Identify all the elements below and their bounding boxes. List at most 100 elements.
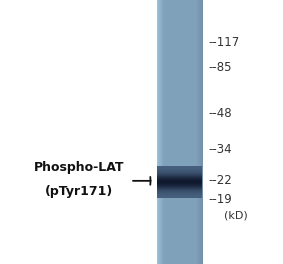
- Bar: [185, 0, 186, 264]
- Bar: [173, 0, 175, 264]
- Bar: [162, 0, 163, 264]
- Bar: [183, 0, 184, 264]
- Bar: [157, 167, 202, 168]
- Bar: [157, 170, 202, 171]
- Bar: [157, 193, 202, 194]
- Bar: [157, 190, 202, 191]
- Bar: [166, 0, 168, 264]
- Text: --22: --22: [208, 174, 232, 187]
- Bar: [165, 0, 167, 264]
- Text: Phospho-LAT: Phospho-LAT: [34, 161, 125, 174]
- Bar: [157, 177, 202, 178]
- Bar: [157, 171, 202, 172]
- Bar: [157, 182, 202, 183]
- Bar: [193, 0, 195, 264]
- Bar: [175, 0, 177, 264]
- Bar: [198, 0, 200, 264]
- Bar: [171, 0, 173, 264]
- Bar: [186, 0, 188, 264]
- Bar: [157, 193, 202, 194]
- Bar: [157, 183, 202, 184]
- Text: --85: --85: [208, 61, 231, 74]
- Bar: [157, 172, 202, 173]
- Bar: [157, 172, 202, 173]
- Bar: [191, 0, 193, 264]
- Bar: [157, 169, 202, 170]
- Bar: [199, 0, 200, 264]
- Bar: [157, 167, 202, 168]
- Bar: [196, 0, 198, 264]
- Bar: [157, 168, 202, 169]
- Bar: [201, 0, 202, 264]
- Bar: [157, 192, 202, 193]
- Bar: [157, 0, 159, 264]
- Bar: [177, 0, 179, 264]
- Bar: [174, 0, 176, 264]
- Bar: [183, 0, 185, 264]
- Bar: [157, 186, 202, 187]
- Bar: [157, 172, 202, 173]
- Bar: [157, 174, 202, 175]
- Bar: [157, 194, 202, 195]
- Bar: [157, 175, 202, 176]
- Bar: [157, 173, 202, 174]
- Bar: [157, 178, 202, 179]
- Bar: [157, 180, 202, 181]
- Bar: [189, 0, 190, 264]
- Bar: [157, 174, 202, 175]
- Bar: [162, 0, 164, 264]
- Bar: [190, 0, 191, 264]
- Bar: [157, 186, 202, 187]
- Text: --34: --34: [208, 143, 231, 156]
- Bar: [157, 181, 202, 182]
- Bar: [157, 185, 202, 186]
- Bar: [157, 190, 202, 191]
- Bar: [177, 0, 178, 264]
- Bar: [157, 195, 202, 196]
- Bar: [165, 0, 166, 264]
- Bar: [157, 188, 202, 189]
- Bar: [158, 0, 159, 264]
- Bar: [157, 197, 202, 198]
- Bar: [157, 179, 202, 180]
- Bar: [157, 197, 202, 198]
- Bar: [160, 0, 162, 264]
- Bar: [192, 0, 194, 264]
- Bar: [201, 0, 203, 264]
- Bar: [176, 0, 177, 264]
- Bar: [157, 181, 202, 182]
- Bar: [192, 0, 193, 264]
- Bar: [157, 179, 202, 180]
- Bar: [157, 171, 202, 172]
- Bar: [157, 177, 202, 178]
- Bar: [157, 196, 202, 197]
- Bar: [157, 189, 202, 190]
- Bar: [157, 189, 202, 190]
- Text: --117: --117: [208, 36, 239, 49]
- Bar: [157, 175, 202, 176]
- Bar: [157, 167, 202, 168]
- Bar: [157, 196, 202, 197]
- Bar: [157, 178, 202, 179]
- Bar: [157, 168, 202, 169]
- Bar: [171, 0, 172, 264]
- Bar: [157, 187, 202, 188]
- Bar: [161, 0, 162, 264]
- Bar: [157, 185, 202, 186]
- Bar: [163, 0, 165, 264]
- Bar: [199, 0, 201, 264]
- Bar: [157, 187, 202, 188]
- Bar: [157, 166, 202, 167]
- Bar: [157, 191, 202, 192]
- Bar: [157, 194, 202, 195]
- Bar: [157, 182, 202, 183]
- Text: (pTyr171): (pTyr171): [45, 185, 113, 198]
- Bar: [157, 170, 202, 171]
- Bar: [184, 0, 186, 264]
- Bar: [157, 186, 202, 187]
- Bar: [168, 0, 169, 264]
- Text: --48: --48: [208, 107, 231, 120]
- Bar: [157, 166, 202, 167]
- Bar: [157, 176, 202, 177]
- Bar: [157, 195, 202, 196]
